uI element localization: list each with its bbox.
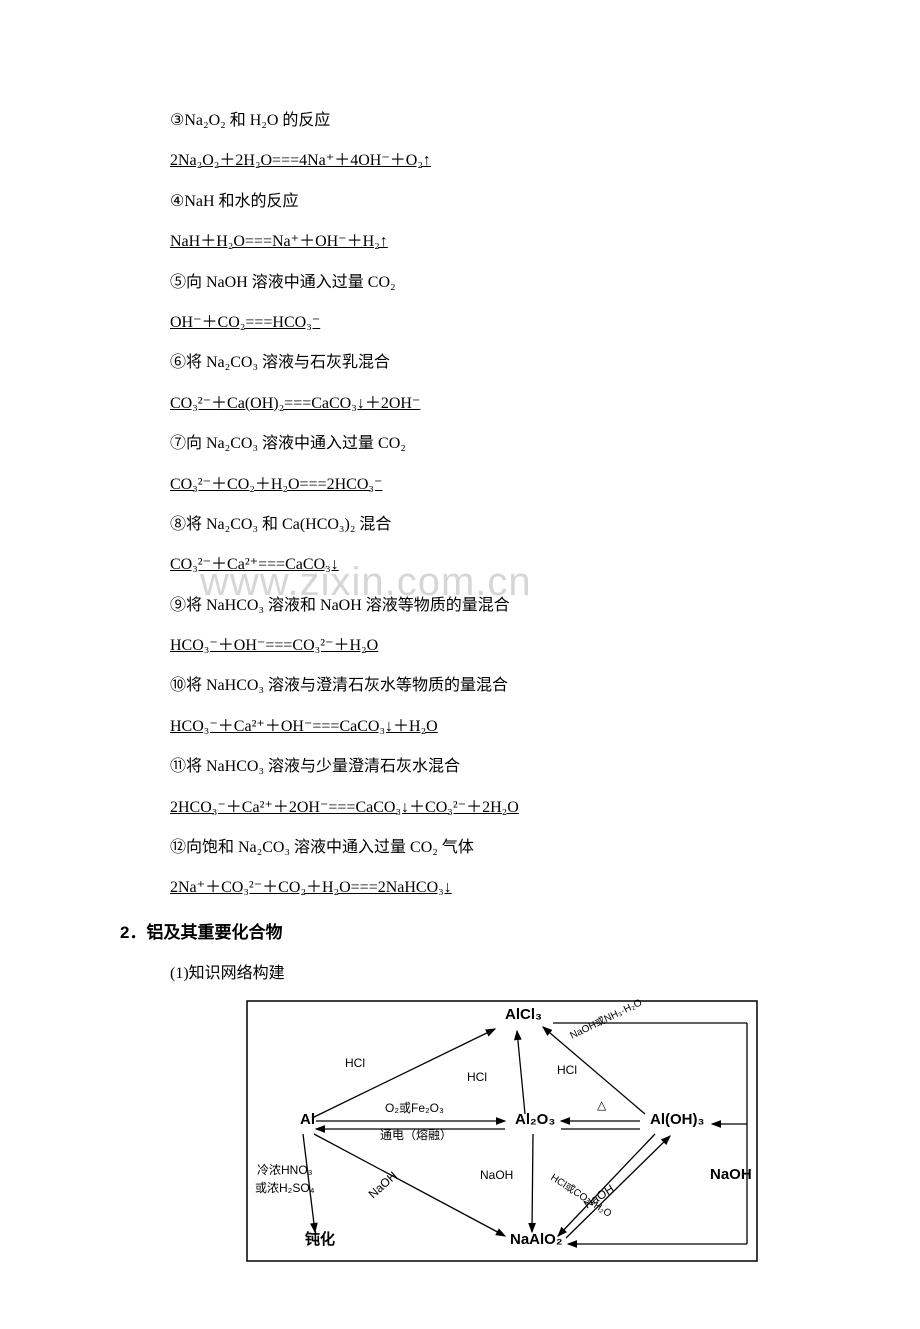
reaction-label: ⑩将 NaHCO₃ 溶液与澄清石灰水等物质的量混合	[170, 675, 840, 697]
svg-text:HCl: HCl	[345, 1056, 365, 1070]
reaction-equation: 2HCO₃⁻＋Ca²⁺＋2OH⁻===CaCO₃↓＋CO₃²⁻＋2H₂O	[170, 797, 840, 819]
reaction-equation: HCO₃⁻＋Ca²⁺＋OH⁻===CaCO₃↓＋H₂O	[170, 716, 840, 738]
svg-text:或浓H₂SO₄: 或浓H₂SO₄	[255, 1181, 315, 1195]
reaction-equation: CO₃²⁻＋Ca²⁺===CaCO₃↓	[170, 554, 840, 576]
reaction-label: ③Na₂O₂ 和 H₂O 的反应	[170, 110, 840, 132]
reaction-label: ⑪将 NaHCO₃ 溶液与少量澄清石灰水混合	[170, 756, 840, 778]
svg-text:钝化: 钝化	[305, 1230, 335, 1248]
aluminum-diagram: AlCl₃ Al Al₂O₃ Al(OH)₃ NaAlO₂ 钝化 NaOH HCl HCl HCl…	[245, 999, 765, 1264]
reaction-equation: NaH＋H₂O===Na⁺＋OH⁻＋H₂↑	[170, 231, 840, 253]
svg-text:O₂或Fe₂O₃: O₂或Fe₂O₃	[385, 1101, 444, 1115]
svg-text:NaOH或NH₃·H₂O: NaOH或NH₃·H₂O	[568, 999, 644, 1042]
reaction-label: ⑨将 NaHCO₃ 溶液和 NaOH 溶液等物质的量混合	[170, 595, 840, 617]
svg-text:通电（熔融）: 通电（熔融）	[380, 1127, 452, 1142]
svg-text:NaOH: NaOH	[366, 1168, 400, 1201]
svg-text:NaOH: NaOH	[710, 1166, 752, 1183]
reaction-label: ⑤向 NaOH 溶液中通入过量 CO₂	[170, 272, 840, 294]
svg-text:NaOH: NaOH	[480, 1168, 513, 1182]
reaction-equation: 2Na⁺＋CO₃²⁻＋CO₂＋H₂O===2NaHCO₃↓	[170, 877, 840, 899]
reaction-equation: 2Na₂O₂＋2H₂O===4Na⁺＋4OH⁻＋O₂↑	[170, 150, 840, 172]
content: ③Na₂O₂ 和 H₂O 的反应 2Na₂O₂＋2H₂O===4Na⁺＋4OH⁻＋…	[170, 110, 840, 1269]
reaction-equation: OH⁻＋CO₂===HCO₃⁻	[170, 312, 840, 334]
reaction-equation: CO₃²⁻＋Ca(OH)₂===CaCO₃↓＋2OH⁻	[170, 393, 840, 415]
reaction-label: ⑫向饱和 Na₂CO₃ 溶液中通入过量 CO₂ 气体	[170, 837, 840, 859]
svg-text:HCl: HCl	[557, 1063, 577, 1077]
svg-text:Al(OH)₃: Al(OH)₃	[650, 1111, 704, 1128]
svg-text:HCl: HCl	[467, 1070, 487, 1084]
svg-text:AlCl₃: AlCl₃	[505, 1006, 542, 1023]
reaction-equation: HCO₃⁻＋OH⁻===CO₃²⁻＋H₂O	[170, 635, 840, 657]
svg-text:Al₂O₃: Al₂O₃	[515, 1111, 555, 1128]
reaction-label: ⑧将 Na₂CO₃ 和 Ca(HCO₃)₂ 混合	[170, 514, 840, 536]
reaction-equation: CO₃²⁻＋CO₂＋H₂O===2HCO₃⁻	[170, 474, 840, 496]
section-2-sub: (1)知识网络构建	[170, 959, 840, 983]
svg-text:△: △	[597, 1098, 607, 1112]
svg-text:冷浓HNO₃: 冷浓HNO₃	[257, 1163, 313, 1177]
svg-text:Al: Al	[300, 1111, 315, 1128]
reaction-label: ④NaH 和水的反应	[170, 191, 840, 213]
reaction-label: ⑦向 Na₂CO₃ 溶液中通入过量 CO₂	[170, 433, 840, 455]
section-2-header: 2．铝及其重要化合物	[120, 918, 840, 943]
svg-text:NaAlO₂: NaAlO₂	[510, 1231, 563, 1248]
reaction-label: ⑥将 Na₂CO₃ 溶液与石灰乳混合	[170, 352, 840, 374]
